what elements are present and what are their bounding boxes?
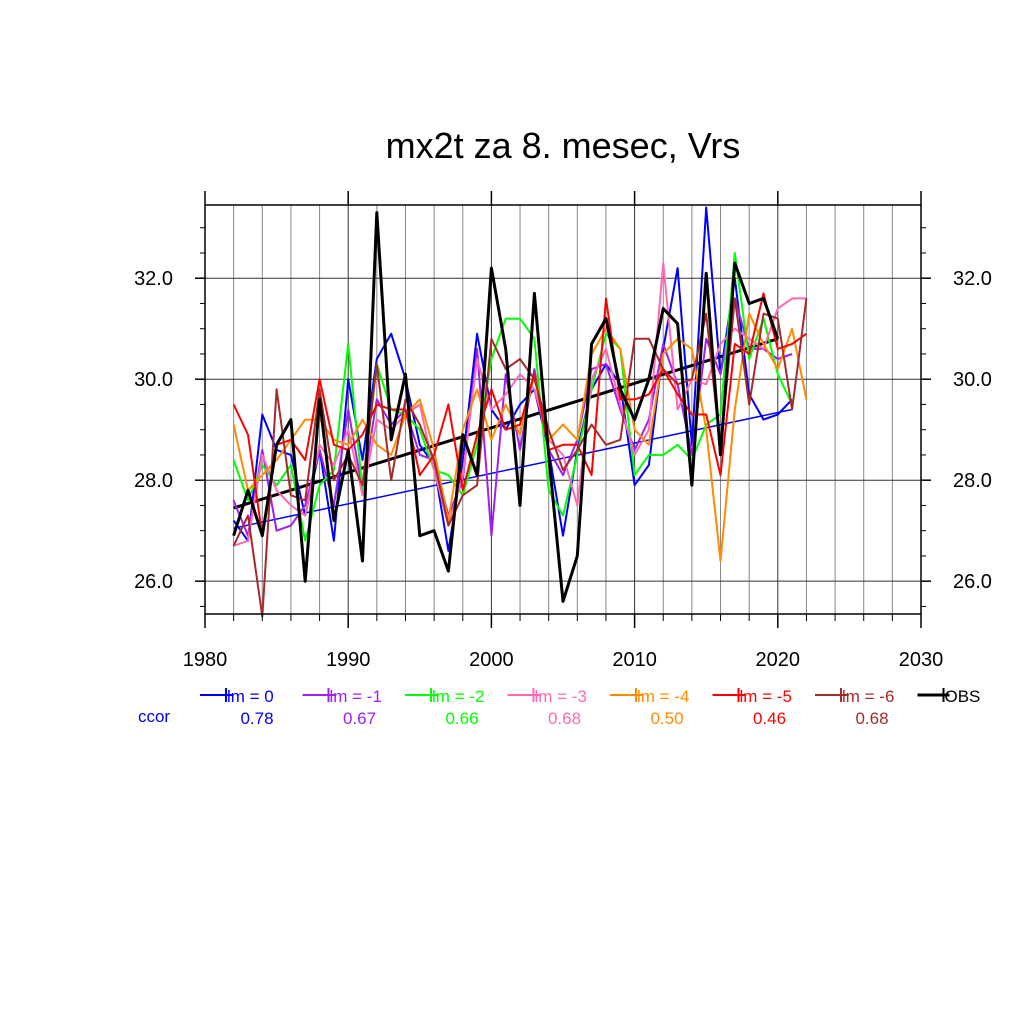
- series-line-lm-6: [232, 297, 808, 618]
- x-tick-label: 2010: [612, 649, 657, 671]
- series-line-obs: [232, 211, 780, 603]
- legend-ccor-value: 0.46: [753, 709, 786, 728]
- legend-ccor-value: 0.78: [240, 709, 273, 728]
- legend: ccor lm = 0 0.78 lm = -1 0.67 lm = -2 0.66 lm …: [138, 687, 980, 728]
- ccor-label: ccor: [138, 707, 170, 726]
- legend-label: lm = -2: [432, 687, 484, 706]
- chart-title: mx2t za 8. mesec, Vrs: [386, 125, 741, 166]
- legend-label: lm = -5: [740, 687, 792, 706]
- x-tick-label: 1990: [326, 649, 371, 671]
- legend-ccor-value: 0.68: [548, 709, 581, 728]
- x-tick-label: 2020: [756, 649, 801, 671]
- plot-frame: [195, 191, 931, 628]
- x-tick-label: 2030: [899, 649, 944, 671]
- tick-label-layer: 1980 1990 2000 2010 2020 2030 26.0 26.0 28.0 28.0…: [134, 268, 992, 671]
- y-tick-label-left: 30.0: [134, 369, 173, 391]
- legend-label: OBS: [945, 687, 981, 706]
- x-tick-label: 1980: [183, 649, 228, 671]
- y-tick-label-right: 28.0: [953, 470, 992, 492]
- y-tick-label-right: 30.0: [953, 369, 992, 391]
- series-line-lm-2: [232, 252, 794, 542]
- y-tick-label-right: 26.0: [953, 571, 992, 593]
- x-tick-label: 2000: [469, 649, 514, 671]
- y-tick-label-right: 32.0: [953, 268, 992, 290]
- legend-ccor-value: 0.67: [343, 709, 376, 728]
- series-layer: [232, 206, 808, 618]
- series-line-lm-3: [233, 262, 807, 547]
- series-line-lm-4: [232, 312, 808, 562]
- legend-label: lm = 0: [227, 687, 274, 706]
- y-tick-label-left: 28.0: [134, 470, 173, 492]
- legend-label: lm = -4: [637, 687, 689, 706]
- legend-label: lm = -1: [330, 687, 382, 706]
- trend-line: [233, 408, 793, 529]
- legend-ccor-value: 0.50: [650, 709, 683, 728]
- legend-label: lm = -3: [535, 687, 587, 706]
- legend-ccor-value: 0.66: [445, 709, 478, 728]
- legend-label: lm = -6: [842, 687, 894, 706]
- series-line-lm-5: [232, 292, 807, 537]
- y-tick-label-left: 32.0: [134, 268, 173, 290]
- legend-ccor-value: 0.68: [855, 709, 888, 728]
- y-tick-label-left: 26.0: [134, 571, 173, 593]
